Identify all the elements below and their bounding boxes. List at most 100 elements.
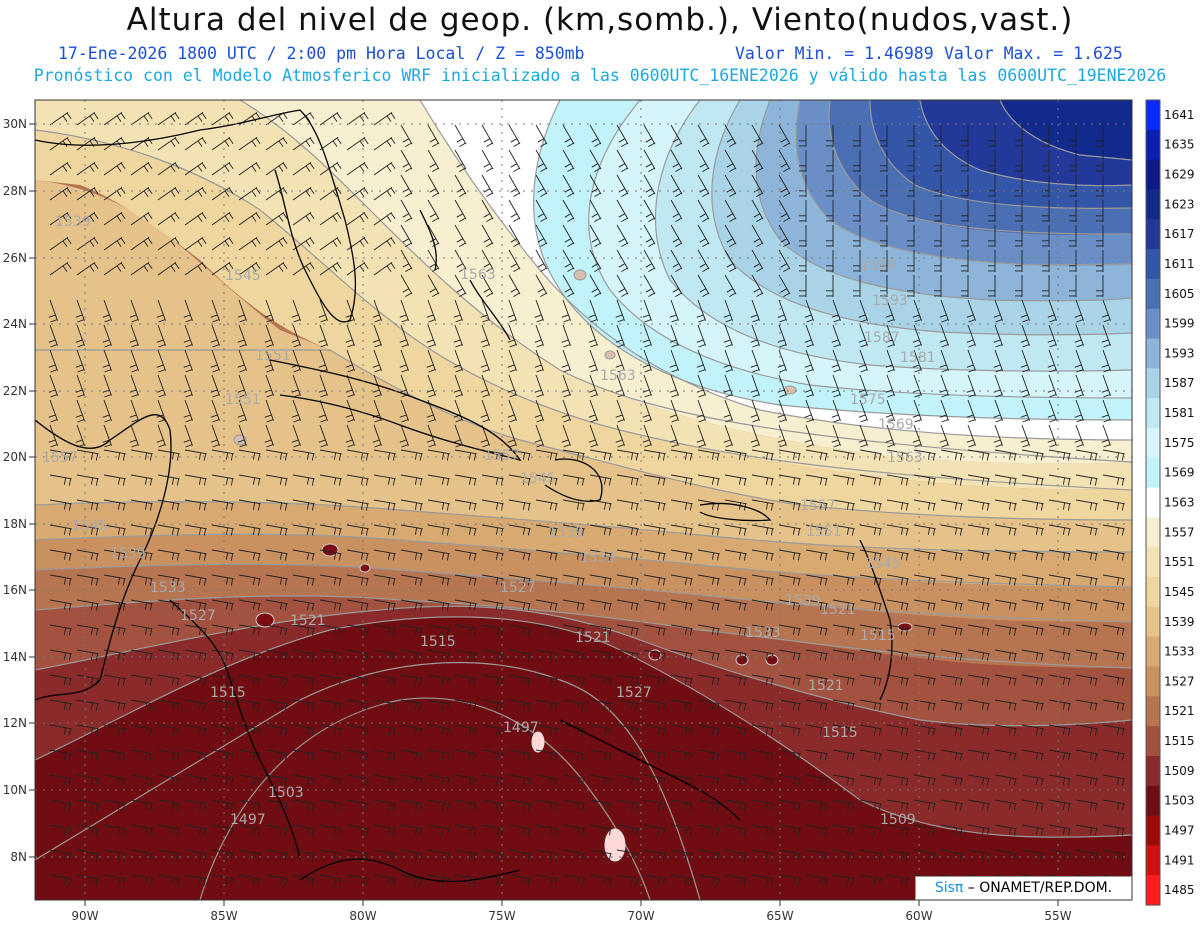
wind-barb bbox=[211, 237, 234, 251]
wind-barb bbox=[751, 174, 764, 197]
wind-barb bbox=[508, 274, 521, 297]
wind-barb bbox=[616, 499, 639, 511]
wind-barb bbox=[319, 574, 342, 586]
wind-barb bbox=[238, 137, 261, 151]
wind-barb bbox=[76, 474, 99, 486]
wind-barb bbox=[859, 699, 882, 711]
wind-barb bbox=[724, 524, 747, 536]
wind-barb bbox=[751, 774, 774, 786]
wind-barb bbox=[373, 237, 396, 251]
wind-barb bbox=[49, 749, 72, 761]
colorbar-swatch bbox=[1146, 517, 1160, 548]
lat-label: 10N bbox=[3, 783, 27, 797]
wind-barb bbox=[643, 249, 656, 272]
wind-barb bbox=[670, 524, 693, 536]
wind-barb bbox=[940, 549, 963, 561]
wind-barb bbox=[670, 549, 693, 561]
wind-barb bbox=[697, 749, 720, 761]
wind-barb bbox=[589, 474, 612, 486]
wind-barb bbox=[238, 874, 261, 886]
wind-barb bbox=[778, 674, 801, 686]
wind-barb bbox=[130, 774, 153, 786]
colorbar-label: 1533 bbox=[1164, 645, 1195, 659]
colorbar-swatch bbox=[1146, 547, 1160, 578]
wind-barb bbox=[805, 649, 828, 661]
wind-barb bbox=[1075, 699, 1098, 711]
band-1587 bbox=[711, 100, 1132, 335]
wind-barb bbox=[1102, 674, 1125, 686]
wind-barb bbox=[723, 324, 733, 348]
wind-barb bbox=[940, 699, 963, 711]
wind-barb bbox=[48, 299, 58, 323]
wind-barb bbox=[1021, 824, 1044, 836]
wind-barb bbox=[751, 274, 764, 297]
wind-barb bbox=[427, 724, 450, 736]
wind-barb bbox=[76, 599, 99, 611]
wind-barb bbox=[508, 499, 531, 511]
colorbar-swatch bbox=[1146, 696, 1160, 727]
wind-barb bbox=[724, 824, 747, 836]
wind-barb bbox=[805, 574, 828, 586]
wind-barb bbox=[399, 349, 409, 373]
colorbar-swatch bbox=[1146, 368, 1160, 399]
wind-barb bbox=[238, 599, 261, 611]
wind-barb bbox=[778, 849, 801, 861]
wind-barb bbox=[400, 599, 423, 611]
wind-barb bbox=[858, 399, 868, 423]
wind-barb bbox=[157, 824, 180, 836]
wind-barb bbox=[535, 549, 558, 561]
colorbar-label: 1581 bbox=[1164, 406, 1195, 420]
wind-barb bbox=[751, 499, 774, 511]
wind-barb bbox=[778, 624, 801, 636]
wind-barb bbox=[103, 212, 126, 226]
wind-barb bbox=[696, 324, 706, 348]
wind-barb bbox=[832, 874, 855, 886]
wind-barb bbox=[723, 399, 733, 423]
wind-barb bbox=[805, 499, 828, 511]
wind-barb bbox=[76, 649, 99, 661]
wind-barb bbox=[831, 299, 841, 323]
wind-barb bbox=[508, 474, 531, 486]
wind-barb bbox=[967, 624, 990, 636]
wind-barb bbox=[345, 399, 355, 423]
colorbar-label: 1491 bbox=[1164, 853, 1195, 867]
wind-barb bbox=[670, 599, 693, 611]
wind-barb bbox=[1048, 724, 1071, 736]
wind-barb bbox=[238, 237, 261, 251]
wind-barb bbox=[562, 774, 585, 786]
wind-barb bbox=[642, 299, 652, 323]
wind-barb bbox=[966, 299, 976, 323]
wind-barb bbox=[346, 674, 369, 686]
wind-barb bbox=[1015, 125, 1023, 147]
wind-barb bbox=[1048, 599, 1071, 611]
colorbar-label: 1503 bbox=[1164, 794, 1195, 808]
wind-barb bbox=[76, 237, 99, 251]
wind-barb bbox=[913, 649, 936, 661]
wind-barb bbox=[589, 799, 612, 811]
wind-barb bbox=[967, 499, 990, 511]
contour-label: 1527 bbox=[500, 580, 536, 596]
wind-barb bbox=[670, 499, 693, 511]
colorbar-swatch bbox=[1146, 606, 1160, 638]
wind-barb bbox=[724, 549, 747, 561]
wind-barb bbox=[427, 824, 450, 836]
wind-barb bbox=[934, 150, 942, 172]
wind-barb bbox=[886, 824, 909, 836]
wind-barb bbox=[751, 474, 774, 486]
wind-barb bbox=[988, 125, 996, 147]
wind-barb bbox=[508, 574, 531, 586]
wind-barb bbox=[994, 549, 1017, 561]
wind-barb bbox=[480, 299, 490, 323]
wind-barb bbox=[805, 524, 828, 536]
wind-barb bbox=[210, 349, 220, 373]
wind-barb bbox=[346, 262, 369, 276]
wind-barb bbox=[967, 749, 990, 761]
wind-barb bbox=[1102, 474, 1125, 486]
wind-barb bbox=[211, 162, 234, 176]
wind-barb bbox=[643, 224, 656, 247]
wind-barb bbox=[988, 200, 996, 222]
wind-barb bbox=[853, 225, 861, 247]
wind-barb bbox=[130, 574, 153, 586]
wind-barb bbox=[1069, 275, 1077, 297]
wind-barb bbox=[346, 749, 369, 761]
